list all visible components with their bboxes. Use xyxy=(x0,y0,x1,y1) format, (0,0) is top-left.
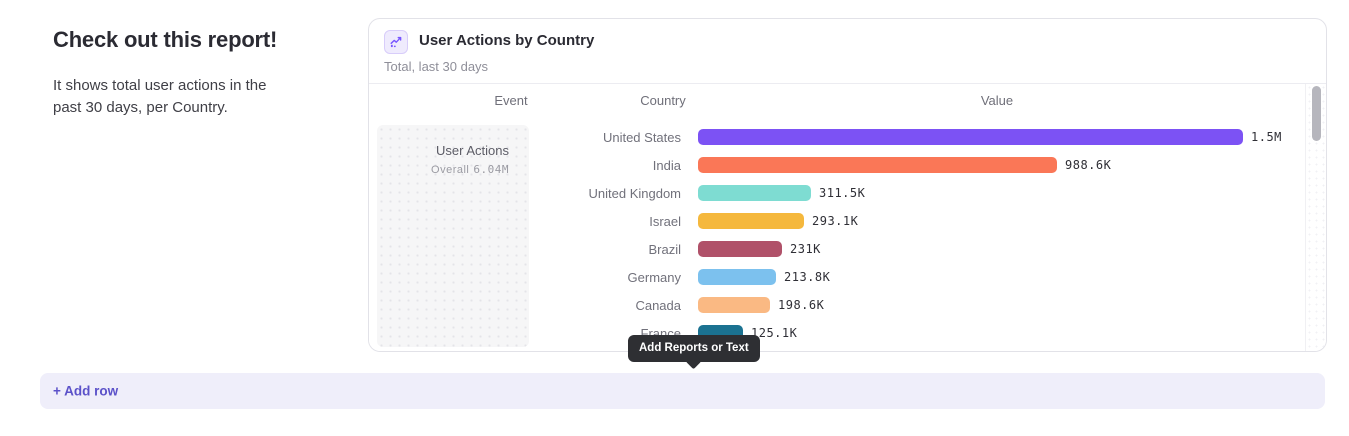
report-subtitle: Total, last 30 days xyxy=(384,59,489,74)
bar-value-label: 198.6K xyxy=(778,298,825,312)
line-chart-icon xyxy=(384,30,408,54)
bar-row: Israel 293.1K xyxy=(369,207,1302,235)
bar-value-label: 213.8K xyxy=(784,270,831,284)
bar-row: Germany 213.8K xyxy=(369,263,1302,291)
bar-value-label: 125.1K xyxy=(751,326,798,340)
country-label: United States xyxy=(602,129,681,145)
bar-value-label: 311.5K xyxy=(819,186,866,200)
column-header-value: Value xyxy=(980,93,1014,108)
country-label: United Kingdom xyxy=(588,185,682,201)
country-label: India xyxy=(652,157,681,173)
bar-row: France 125.1K xyxy=(369,319,1302,347)
bar-row: United Kingdom 311.5K xyxy=(369,179,1302,207)
event-panel[interactable]: User Actions Overall 6.04M xyxy=(377,125,529,347)
bar[interactable] xyxy=(698,157,1057,173)
bar-rows: United States 1.5M India 988.6K United Kingd… xyxy=(369,123,1302,347)
bar-row: Brazil 231K xyxy=(369,235,1302,263)
event-overall-value: 6.04M xyxy=(473,163,509,176)
country-label: Canada xyxy=(635,297,681,313)
bar[interactable] xyxy=(698,129,1243,145)
intro-block: Check out this report! It shows total us… xyxy=(53,26,303,119)
bar-row: United States 1.5M xyxy=(369,123,1302,151)
report-card-header: User Actions by Country Total, last 30 d… xyxy=(369,19,1326,83)
add-reports-tooltip-text: Add Reports or Text xyxy=(639,342,749,354)
report-title: User Actions by Country xyxy=(419,32,595,49)
page-title: Check out this report! xyxy=(53,27,278,52)
bar[interactable] xyxy=(698,241,782,257)
country-label: Germany xyxy=(627,269,681,285)
bar-row: Canada 198.6K xyxy=(369,291,1302,319)
bar[interactable] xyxy=(698,297,770,313)
bar-row: India 988.6K xyxy=(369,151,1302,179)
country-label: Brazil xyxy=(648,241,681,257)
column-header-country: Country xyxy=(640,93,686,108)
card-divider xyxy=(369,83,1326,84)
bar[interactable] xyxy=(698,269,776,285)
event-overall-label: Overall xyxy=(431,164,470,176)
report-card[interactable]: User Actions by Country Total, last 30 d… xyxy=(368,18,1327,352)
add-row-button[interactable]: + Add row xyxy=(40,373,1325,409)
country-label: Israel xyxy=(649,213,681,229)
bar-value-label: 293.1K xyxy=(812,214,859,228)
tooltip-caret-icon xyxy=(685,353,702,370)
bar[interactable] xyxy=(698,185,811,201)
bar-value-label: 988.6K xyxy=(1065,158,1112,172)
event-overall: Overall 6.04M xyxy=(377,163,509,176)
add-reports-tooltip: Add Reports or Text xyxy=(628,335,760,370)
bar-value-label: 231K xyxy=(790,242,821,256)
chart-scrollbar-thumb[interactable] xyxy=(1312,86,1321,141)
add-row-label: + Add row xyxy=(53,383,119,399)
column-header-event: Event xyxy=(494,93,528,108)
event-name: User Actions xyxy=(436,143,509,158)
chart-area: Event Country Value User Actions Overall… xyxy=(369,84,1326,351)
chart-scrollbar[interactable] xyxy=(1305,84,1326,351)
bar-value-label: 1.5M xyxy=(1251,130,1282,144)
page-description: It shows total user actions in the past … xyxy=(53,77,267,116)
bar[interactable] xyxy=(698,213,804,229)
